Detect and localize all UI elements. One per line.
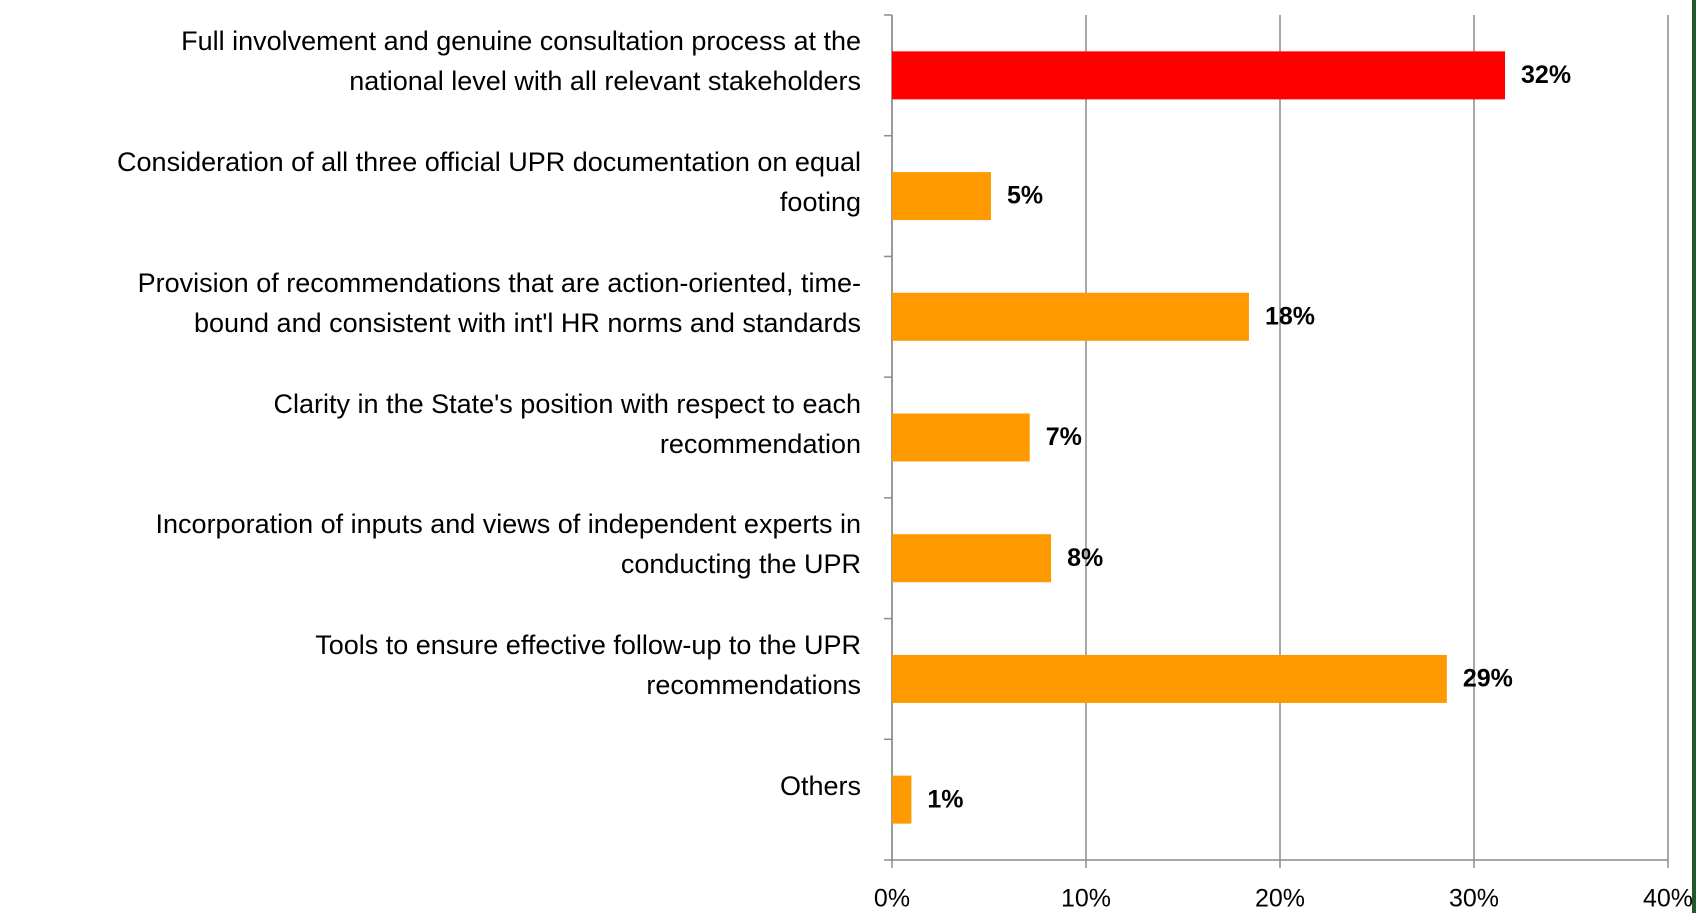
bar — [892, 292, 1249, 341]
x-tick-label: 40% — [1643, 885, 1693, 913]
x-tick-label: 10% — [1061, 885, 1111, 913]
value-label: 1% — [927, 785, 963, 813]
x-tick-label: 30% — [1449, 885, 1499, 913]
value-label: 8% — [1067, 544, 1103, 572]
edge-strip — [1692, 0, 1696, 913]
value-label: 32% — [1521, 61, 1571, 89]
category-label: Clarity in the State's position with res… — [273, 388, 861, 459]
category-label: Consideration of all three official UPR … — [117, 147, 861, 218]
x-tick-label: 20% — [1255, 885, 1305, 913]
value-label: 5% — [1007, 182, 1043, 210]
category-label: Incorporation of inputs and views of ind… — [155, 509, 861, 580]
category-label: Tools to ensure effective follow-up to t… — [315, 629, 861, 700]
bar — [892, 172, 991, 221]
bar — [892, 534, 1052, 583]
value-label: 18% — [1265, 302, 1315, 330]
value-label: 7% — [1046, 423, 1082, 451]
x-tick-label: 0% — [874, 885, 910, 913]
category-label: Others — [779, 770, 861, 801]
bar — [892, 413, 1030, 462]
bar — [892, 51, 1506, 100]
bar — [892, 654, 1447, 703]
category-label: Full involvement and genuine consultatio… — [181, 26, 861, 97]
value-label: 29% — [1463, 665, 1513, 693]
category-label: Provision of recommendations that are ac… — [137, 267, 861, 338]
bar — [892, 775, 912, 824]
